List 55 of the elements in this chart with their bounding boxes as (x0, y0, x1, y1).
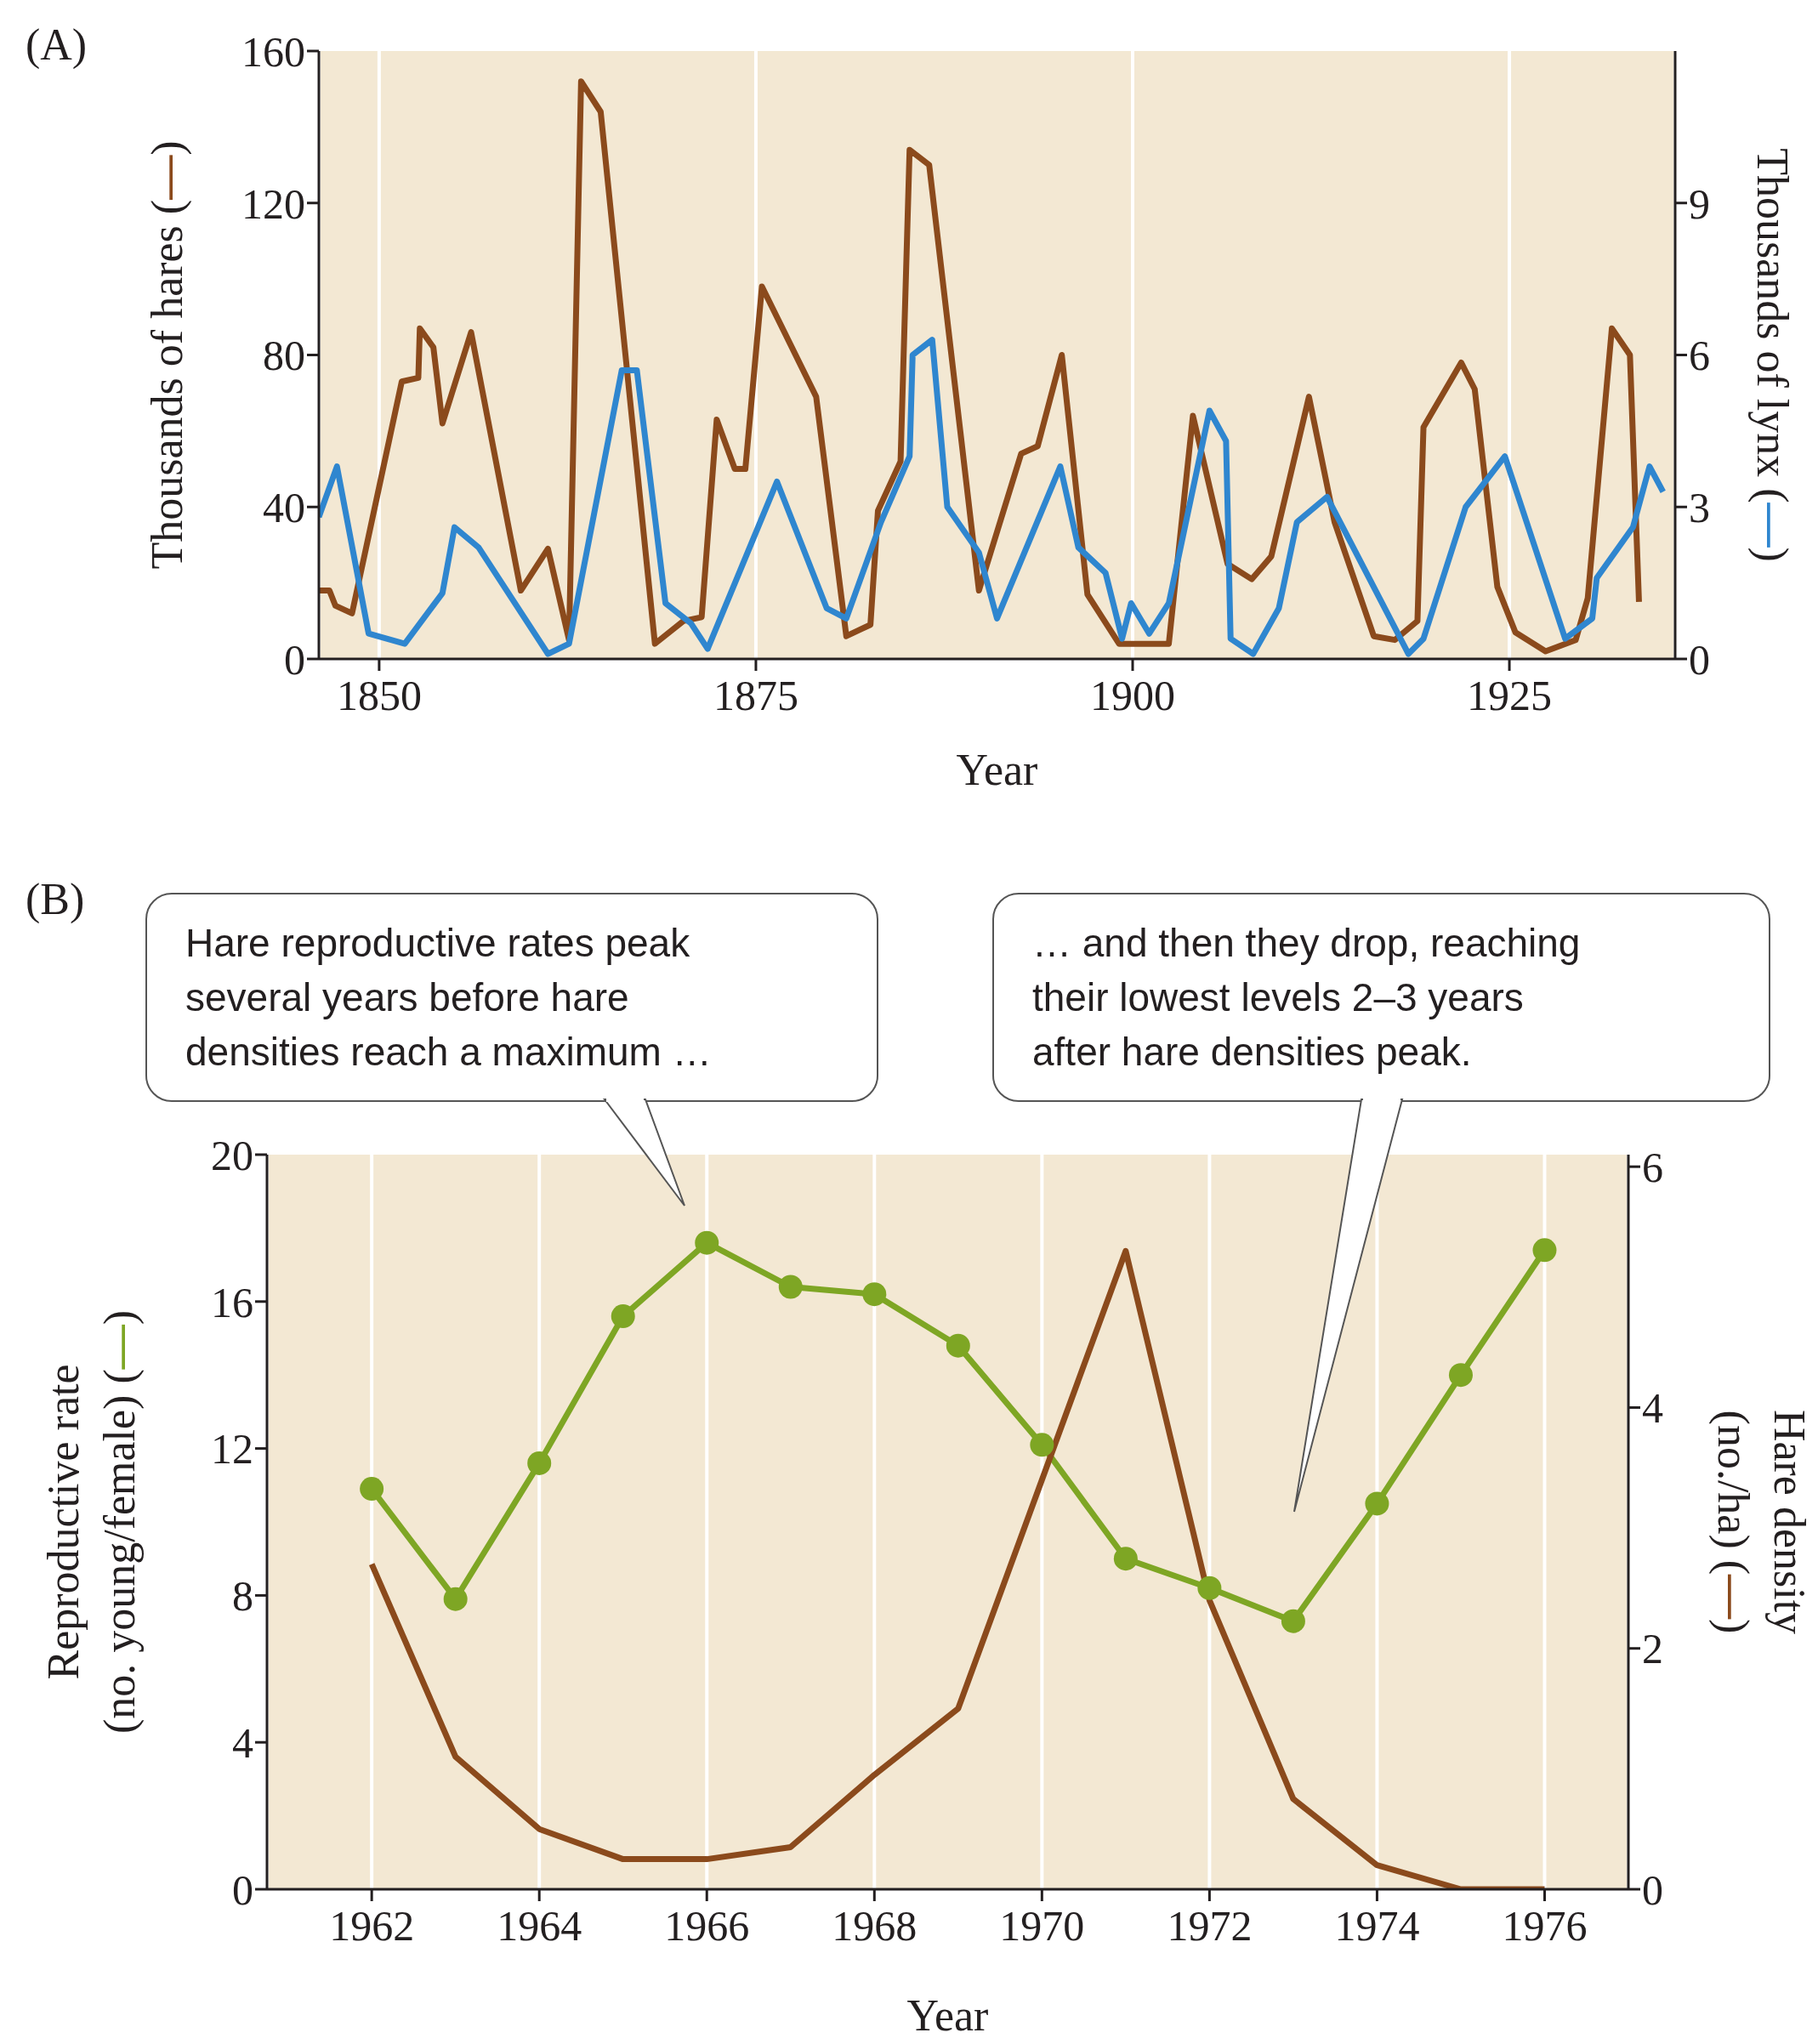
x-tick-label: 1966 (664, 1901, 750, 1950)
point (1448, 1363, 1473, 1388)
text: Hare reproductive rates peak several years before hare densities reach a maximum … (185, 920, 713, 1076)
x-axis-title: Year (956, 745, 1038, 794)
x-tick-label: 1976 (1502, 1901, 1588, 1950)
point (1365, 1491, 1389, 1516)
point (862, 1282, 887, 1307)
x-tick-label: 1972 (1167, 1901, 1253, 1950)
y-tick-label: 80 (263, 332, 305, 380)
y-tick-label: 160 (241, 27, 305, 76)
point (946, 1333, 970, 1358)
y-tick-label: 20 (211, 1131, 253, 1179)
point (360, 1477, 384, 1502)
x-tick-label: 1970 (999, 1901, 1085, 1950)
point (611, 1304, 635, 1329)
y2-tick-label: 0 (1689, 635, 1710, 684)
x-tick-label: 1900 (1090, 671, 1175, 719)
chart-title: (A) (26, 20, 88, 70)
point (1281, 1609, 1305, 1633)
x-tick-label: 1875 (713, 671, 798, 719)
point (778, 1275, 803, 1299)
y-axis-title: Reproductive rate (no. young/female) (—) (38, 1309, 145, 1735)
x-axis-title: Year (906, 1990, 989, 2040)
y-tick-label: 120 (241, 179, 305, 228)
y-tick-label: 8 (232, 1572, 253, 1621)
chart-title: (B) (26, 875, 85, 924)
y2-tick-label: 9 (1689, 179, 1710, 228)
y2-tick-label: 4 (1642, 1384, 1663, 1433)
y-tick-label: 0 (232, 1865, 253, 1914)
y2-tick-label: 0 (1642, 1865, 1663, 1914)
y-tick-label: 16 (211, 1278, 253, 1326)
x-tick-label: 1968 (832, 1901, 918, 1950)
x-tick-label: 1964 (497, 1901, 582, 1950)
y2-tick-label: 3 (1689, 484, 1710, 531)
point (1113, 1547, 1138, 1571)
point (443, 1587, 468, 1611)
point (1532, 1238, 1557, 1263)
y-tick-label: 12 (211, 1425, 253, 1473)
y-axis-title: Thousands of hares (—) (142, 140, 192, 570)
x-tick-label: 1962 (329, 1901, 415, 1950)
y-tick-label: 40 (263, 484, 305, 531)
y2-tick-label: 2 (1642, 1625, 1663, 1673)
y2-tick-label: 6 (1642, 1143, 1663, 1191)
x-tick-label: 1850 (336, 671, 422, 719)
text: … and then they drop, reaching their lowest levels 2–3 years after hare densities peak. (1032, 920, 1582, 1076)
y2-axis-title: Thousands of lynx (—) (1747, 148, 1798, 562)
x-tick-label: 1925 (1467, 671, 1553, 719)
y2-tick-label: 6 (1689, 332, 1710, 380)
point (1030, 1433, 1054, 1457)
point (695, 1230, 719, 1255)
point (527, 1451, 552, 1475)
y-tick-label: 4 (232, 1718, 253, 1767)
x-tick-label: 1974 (1334, 1901, 1420, 1950)
y-tick-label: 0 (284, 635, 305, 684)
point (1197, 1576, 1222, 1600)
